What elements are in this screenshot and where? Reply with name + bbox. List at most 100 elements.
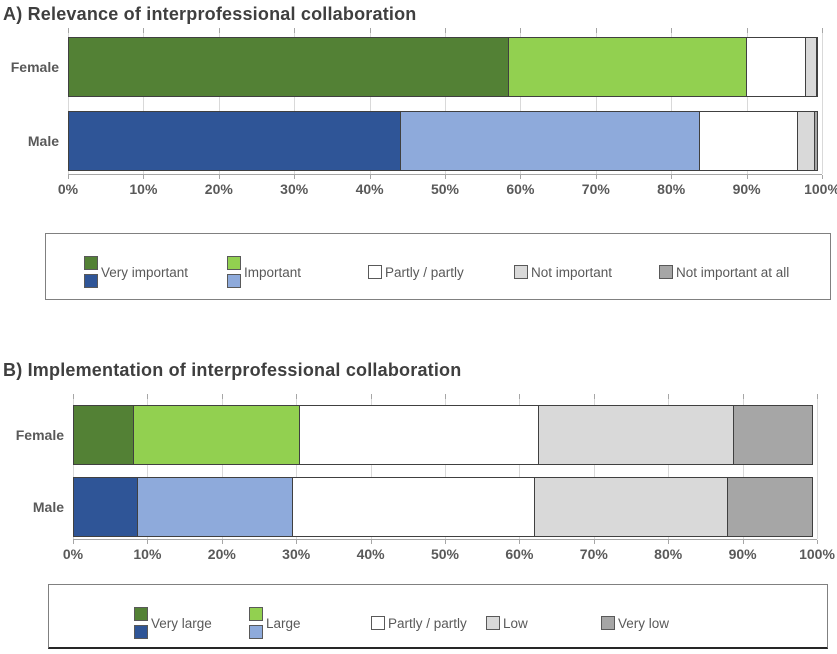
bar-segment <box>534 477 728 537</box>
gridline <box>668 399 670 539</box>
x-axis-tick-label: 30% <box>282 546 311 562</box>
legend-label: Large <box>266 615 301 631</box>
gridline <box>369 33 371 174</box>
axis-tick <box>73 394 74 399</box>
bar-segment <box>68 111 402 171</box>
axis-tick <box>742 394 744 399</box>
axis-tick <box>218 175 220 179</box>
axis-tick <box>445 540 446 544</box>
axis-tick <box>595 175 597 179</box>
x-axis-tick-label: 40% <box>356 546 385 562</box>
x-axis-tick-label: 40% <box>355 181 384 197</box>
bar-segment <box>726 477 813 537</box>
gridline <box>595 33 597 174</box>
axis-tick <box>143 175 145 179</box>
bar-segment <box>68 37 510 97</box>
x-axis-tick-label: 90% <box>728 546 757 562</box>
category-label: Male <box>32 499 64 515</box>
legend-swatch <box>371 616 385 630</box>
axis-tick <box>519 394 521 399</box>
legend-label: Partly / partly <box>385 264 464 280</box>
axis-tick <box>593 540 595 544</box>
chart-a-legend: Very important Important Partly / partly No… <box>45 233 831 300</box>
axis-tick <box>520 175 522 179</box>
legend-swatch <box>249 607 263 621</box>
axis-tick <box>370 540 372 544</box>
bar-row-female: Female <box>11 37 822 97</box>
x-axis-tick-label: 20% <box>207 546 236 562</box>
legend-label: Very low <box>618 615 670 631</box>
axis-tick <box>520 28 522 33</box>
legend-swatches <box>134 607 148 639</box>
bar-row-female: Female <box>16 405 817 465</box>
axis-tick <box>445 394 446 399</box>
legend-item: Very large <box>134 607 212 639</box>
category-label: Female <box>10 59 59 75</box>
gridline <box>221 399 223 539</box>
legend-swatches <box>368 265 382 279</box>
legend-item: Large <box>249 607 301 639</box>
legend-label: Partly / partly <box>388 615 467 631</box>
category-label: Male <box>27 133 59 149</box>
gridline <box>520 33 522 174</box>
legend-swatch <box>601 616 615 630</box>
gridline <box>817 399 818 539</box>
bar-segment <box>746 37 807 97</box>
bar-segment <box>815 37 818 97</box>
gridline <box>822 33 823 174</box>
axis-tick <box>822 28 823 33</box>
bar-segment <box>133 405 301 465</box>
legend-swatch <box>514 265 528 279</box>
bar-segment <box>73 405 134 465</box>
axis-tick <box>147 394 149 399</box>
legend-swatch <box>486 616 500 630</box>
axis-tick <box>445 28 446 33</box>
x-axis-tick-label: 80% <box>657 181 686 197</box>
chart-b-plot-area: Female Male <box>16 394 818 544</box>
gridline <box>746 33 748 174</box>
axis-tick <box>369 28 371 33</box>
axis-tick <box>519 540 521 544</box>
legend-item: Very low <box>601 607 669 639</box>
bar-segment <box>797 111 816 171</box>
legend-swatches <box>514 265 528 279</box>
gridline <box>370 399 372 539</box>
legend-swatches <box>249 607 263 639</box>
x-axis-tick-label: 20% <box>204 181 233 197</box>
legend-item: Not important <box>514 256 612 288</box>
gridline <box>742 399 744 539</box>
x-axis-tick-label: 100% <box>804 181 837 197</box>
axis-tick <box>445 175 446 179</box>
legend-swatches <box>659 265 673 279</box>
x-axis-tick-label: 10% <box>129 181 158 197</box>
axis-tick <box>668 394 670 399</box>
legend-swatch <box>84 256 98 270</box>
legend-swatches <box>227 256 241 288</box>
legend-item: Important <box>227 256 301 288</box>
x-axis-tick-label: 100% <box>799 546 835 562</box>
legend-swatches <box>601 616 615 630</box>
axis-tick <box>68 175 69 179</box>
chart-a-relevance: A) Relevance of interprofessional collab… <box>0 0 837 310</box>
legend-label: Very large <box>151 615 212 631</box>
x-axis-tick-label: 70% <box>581 181 610 197</box>
legend-item: Partly / partly <box>368 256 464 288</box>
chart-b-legend: Very large Large Partly / partly Low Very lo… <box>48 584 828 649</box>
bar-row-male: Male <box>33 477 817 537</box>
legend-item: Very important <box>84 256 188 288</box>
axis-tick <box>218 28 220 33</box>
x-axis-tick-label: 50% <box>430 181 460 197</box>
legend-label: Low <box>503 615 528 631</box>
legend-swatch <box>368 265 382 279</box>
gridline <box>593 399 595 539</box>
chart-a-plot-area: Female Male <box>11 28 823 179</box>
legend-swatch <box>249 625 263 639</box>
axis-tick <box>143 28 145 33</box>
bar-segment <box>73 477 138 537</box>
gridline <box>296 399 298 539</box>
axis-tick <box>221 394 223 399</box>
x-axis-tick-label: 90% <box>732 181 761 197</box>
x-axis-tick-label: 10% <box>133 546 162 562</box>
gridline <box>294 33 296 174</box>
chart-b-title: B) Implementation of interprofessional c… <box>3 360 462 380</box>
